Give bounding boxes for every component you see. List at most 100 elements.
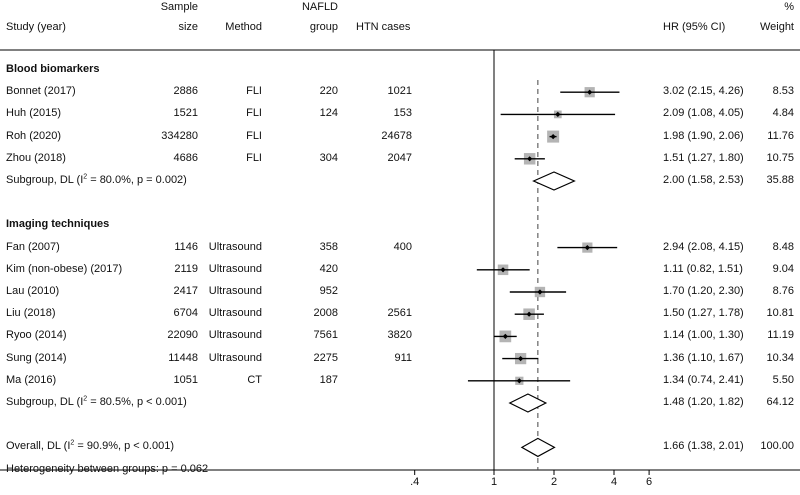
nafld-group: 420 — [319, 262, 338, 275]
study-label: Kim (non-obese) (2017) — [6, 262, 123, 275]
weight: 10.34 — [766, 351, 794, 364]
point-estimate — [527, 156, 533, 162]
header-study: Study (year) — [6, 21, 66, 33]
subgroup-label: Subgroup, DL (I2 = 80.5%, p < 0.001) — [6, 395, 187, 409]
method: Ultrasound — [208, 351, 262, 364]
header-weight-1: % — [784, 1, 794, 13]
subgroup-label-post: = 80.0%, p = 0.002) — [87, 174, 187, 186]
weight: 11.19 — [767, 329, 794, 342]
method: FLI — [246, 107, 262, 120]
subgroup-label: Subgroup, DL (I2 = 80.0%, p = 0.002) — [6, 173, 187, 187]
subgroup-weight: 35.88 — [766, 174, 794, 186]
point-estimate — [516, 378, 522, 384]
method: CT — [247, 373, 262, 386]
method: FLI — [246, 85, 262, 98]
htn-cases: 24678 — [381, 129, 412, 142]
htn-cases: 2047 — [387, 151, 412, 164]
overall-diamond — [520, 437, 556, 458]
weight: 11.76 — [767, 129, 794, 142]
overall-label: Overall, DL (I2 = 90.9%, p < 0.001) — [6, 440, 174, 453]
method: Ultrasound — [208, 240, 262, 253]
nafld-group: 2008 — [313, 307, 338, 320]
subgroup-hr-ci-text: 2.00 (1.58, 2.53) — [663, 174, 744, 186]
weight: 4.84 — [772, 107, 794, 120]
heterogeneity-note: Heterogeneity between groups: p = 0.062 — [6, 462, 209, 475]
sample-size: 1051 — [173, 373, 198, 386]
x-tick-label: 2 — [550, 476, 558, 488]
hr-ci-text: 1.98 (1.90, 2.06) — [663, 129, 744, 142]
x-tick-label: 6 — [646, 476, 653, 488]
point-estimate — [500, 267, 506, 273]
subgroup-label-pre: Subgroup, DL (I — [6, 396, 84, 408]
overall-label-post: = 90.9%, p < 0.001) — [74, 440, 174, 453]
point-estimate — [587, 89, 593, 95]
sample-size: 11448 — [168, 351, 198, 364]
weight: 9.04 — [772, 262, 794, 275]
header-weight-2: Weight — [759, 21, 794, 33]
method: Ultrasound — [208, 262, 262, 275]
htn-cases: 911 — [394, 351, 412, 364]
hr-ci-text: 3.02 (2.15, 4.26) — [663, 85, 744, 98]
htn-cases: 400 — [393, 240, 412, 253]
overall-label-pre: Overall, DL (I — [6, 440, 71, 453]
study-label: Zhou (2018) — [6, 151, 66, 164]
subgroup-label-sup: 2 — [83, 395, 88, 403]
htn-cases: 153 — [393, 107, 412, 120]
subgroup-hr-ci-text: 1.48 (1.20, 1.82) — [663, 396, 744, 408]
sample-size: 1146 — [174, 240, 198, 253]
weight: 8.76 — [772, 285, 794, 297]
sample-size: 2119 — [174, 262, 198, 275]
sample-size: 2417 — [173, 285, 198, 297]
subgroup-weight: 64.12 — [766, 396, 794, 408]
header-sample-1: Sample — [160, 1, 198, 13]
header-method: Method — [225, 21, 262, 33]
weight: 10.75 — [766, 151, 794, 164]
hr-ci-text: 1.34 (0.74, 2.41) — [663, 373, 744, 386]
x-tick-label: 4 — [610, 476, 618, 488]
hr-ci-text: 2.09 (1.08, 4.05) — [663, 107, 744, 120]
htn-cases: 3820 — [387, 329, 412, 342]
header-sample-2: size — [178, 21, 198, 33]
study-label: Liu (2018) — [6, 307, 56, 320]
method: Ultrasound — [208, 307, 262, 320]
sample-size: 1521 — [173, 107, 198, 120]
study-label: Lau (2010) — [6, 285, 60, 297]
weight: 8.48 — [772, 240, 794, 253]
hr-ci-text: 1.70 (1.20, 2.30) — [663, 285, 744, 297]
sample-size: 334280 — [161, 129, 198, 142]
subgroup-label-sup: 2 — [83, 173, 88, 181]
nafld-group: 124 — [319, 107, 338, 120]
study-label: Fan (2007) — [6, 240, 60, 253]
subgroup-label-pre: Subgroup, DL (I — [6, 174, 84, 186]
weight: 10.81 — [766, 307, 794, 320]
study-label: Ma (2016) — [6, 373, 57, 386]
group-heading: Imaging techniques — [6, 218, 110, 231]
study-label: Bonnet (2017) — [6, 85, 76, 98]
point-estimate — [537, 289, 543, 295]
weight: 5.50 — [772, 373, 794, 386]
method: FLI — [246, 151, 262, 164]
study-label: Ryoo (2014) — [6, 329, 67, 342]
point-estimate — [584, 245, 590, 251]
nafld-group: 2275 — [313, 351, 338, 364]
x-tick-label: 1 — [490, 476, 498, 488]
subgroup-label-post: = 80.5%, p < 0.001) — [87, 396, 187, 408]
weight: 8.53 — [772, 85, 794, 98]
method: Ultrasound — [208, 285, 262, 297]
htn-cases: 2561 — [387, 307, 412, 320]
point-estimate — [550, 134, 556, 140]
point-estimate — [502, 333, 508, 339]
hr-ci-text: 1.50 (1.27, 1.78) — [663, 307, 744, 320]
group-heading: Blood biomarkers — [6, 63, 100, 75]
htn-cases: 1021 — [387, 85, 412, 98]
method: Ultrasound — [208, 329, 262, 342]
header-htn: HTN cases — [356, 21, 411, 33]
point-estimate — [526, 311, 532, 317]
hr-ci-text: 2.94 (2.08, 4.15) — [663, 240, 744, 253]
nafld-group: 220 — [319, 85, 338, 98]
nafld-group: 304 — [319, 151, 338, 164]
study-label: Sung (2014) — [6, 351, 67, 364]
header-nafld-2: group — [309, 21, 338, 33]
overall-label-sup: 2 — [70, 439, 75, 447]
point-estimate — [518, 356, 524, 362]
